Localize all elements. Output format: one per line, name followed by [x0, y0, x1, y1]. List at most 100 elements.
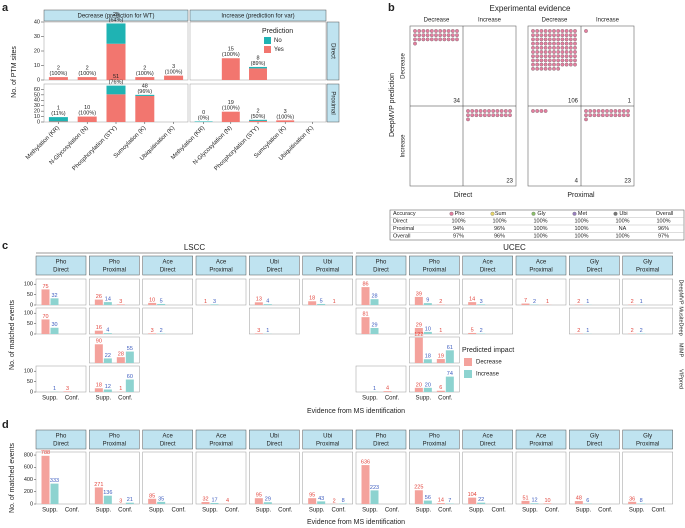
facet-title: Direct	[480, 268, 496, 274]
table-cell: Proximal	[393, 226, 414, 232]
bar	[50, 298, 59, 305]
x-tick-label: Supp.	[415, 396, 431, 402]
data-label: 3	[284, 109, 287, 115]
dot	[531, 41, 535, 46]
facet-title: Pho	[429, 260, 440, 266]
bar	[521, 303, 530, 305]
dot	[609, 113, 614, 118]
facet-panel	[89, 307, 140, 335]
legend-label: Yes	[274, 47, 284, 53]
dot	[531, 54, 535, 59]
facet-title: Gly	[643, 260, 652, 266]
y-tick-label: 20	[34, 48, 40, 54]
facet-panel	[142, 451, 193, 505]
dot	[547, 54, 552, 59]
dot	[556, 66, 561, 71]
table-cell: 100%	[574, 226, 588, 232]
data-label: 85	[149, 493, 155, 499]
data-label: 19	[438, 354, 444, 360]
facet-strip	[89, 429, 140, 450]
dot	[531, 62, 535, 67]
facet-title: Direct	[266, 442, 282, 448]
table-header: Overall	[656, 211, 673, 217]
dot	[503, 113, 508, 118]
dot	[609, 109, 614, 113]
dot	[421, 33, 426, 38]
dot	[446, 33, 451, 38]
dot	[434, 37, 438, 42]
count-label: 23	[624, 179, 631, 185]
table-cell: 97%	[453, 234, 464, 240]
dot	[450, 33, 455, 38]
table-cell: 100%	[615, 219, 629, 225]
y-tick-label: 10	[34, 63, 40, 69]
dot	[584, 113, 588, 118]
bar	[125, 351, 134, 363]
dot	[543, 33, 548, 38]
dot	[543, 50, 548, 54]
dot	[613, 109, 618, 113]
facet-title: Direct	[480, 442, 496, 448]
data-label: 2	[480, 328, 483, 334]
data-label: (100%)	[222, 106, 240, 112]
y-axis-label: No. of matched events	[9, 442, 16, 513]
facet-title: Ubi	[270, 260, 279, 266]
dot	[547, 66, 552, 71]
dot	[552, 29, 556, 33]
dot	[626, 113, 630, 118]
data-label: 29	[371, 322, 377, 328]
dot	[466, 113, 470, 118]
facet-title: Proximal	[636, 268, 659, 274]
facet-strip	[249, 255, 300, 276]
facet-strip	[409, 255, 460, 276]
dot	[429, 37, 434, 42]
data-label: 39	[416, 291, 422, 297]
facet-title: Ace	[482, 260, 493, 266]
dot	[552, 50, 556, 54]
facet-strip	[326, 83, 340, 123]
facet-title: Ace	[162, 434, 173, 440]
dot	[539, 33, 544, 38]
dot	[539, 41, 544, 46]
facet-strip	[142, 429, 193, 450]
facet-panel	[569, 451, 620, 505]
data-label: 20	[416, 382, 422, 388]
col-label: Increase	[478, 18, 502, 24]
facet-title: Pho	[429, 434, 440, 440]
y-tick-label: 40	[34, 98, 40, 104]
data-label: 9	[426, 298, 429, 304]
bar	[116, 357, 125, 363]
bar	[103, 333, 112, 334]
facet-panel	[622, 278, 673, 306]
dot	[539, 109, 544, 113]
dot	[508, 109, 512, 113]
bar	[423, 387, 432, 392]
facet-title: Proximal	[636, 442, 659, 448]
data-label: 3	[213, 299, 216, 305]
dot	[499, 113, 504, 118]
table-cell: 100%	[574, 219, 588, 225]
dot	[495, 113, 500, 118]
dot	[592, 109, 597, 113]
col-label: Increase	[596, 18, 620, 24]
data-label: 10	[149, 297, 155, 303]
data-label: 12	[531, 498, 537, 504]
data-label: 1	[53, 386, 56, 392]
dot	[600, 113, 605, 118]
data-label: 104	[468, 492, 477, 498]
bar	[63, 391, 72, 392]
bar	[436, 390, 445, 392]
x-tick-label: Conf.	[331, 508, 346, 514]
dot	[547, 58, 552, 63]
data-label: (100%)	[222, 52, 240, 58]
count-label: 1	[628, 99, 632, 105]
y-axis-label: No. of matched events	[9, 299, 16, 370]
bar	[308, 498, 317, 504]
bar-segment	[221, 58, 240, 80]
ptm-marker	[572, 211, 577, 216]
facet-panel	[569, 278, 620, 306]
bar	[468, 497, 477, 504]
dot	[482, 109, 487, 113]
facet-strip	[35, 429, 87, 450]
dot	[564, 54, 569, 59]
